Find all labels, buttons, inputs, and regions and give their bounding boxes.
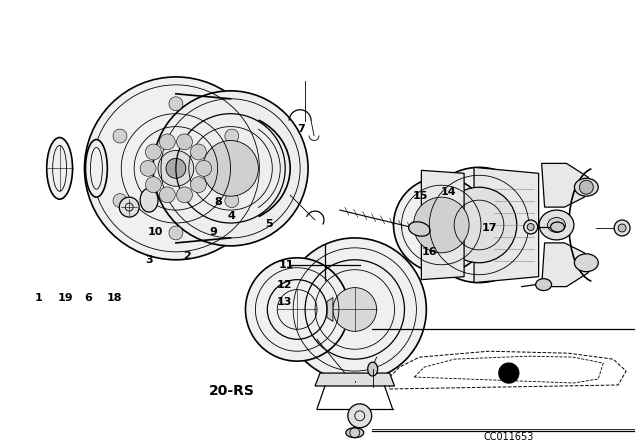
- Circle shape: [441, 187, 516, 263]
- Ellipse shape: [536, 279, 552, 291]
- Polygon shape: [176, 94, 230, 243]
- Text: 17: 17: [481, 223, 497, 233]
- Circle shape: [394, 177, 489, 273]
- Circle shape: [203, 141, 259, 196]
- Circle shape: [246, 258, 349, 361]
- Text: 3: 3: [145, 255, 153, 265]
- Circle shape: [145, 177, 161, 193]
- Ellipse shape: [614, 220, 630, 236]
- Circle shape: [333, 288, 377, 332]
- Polygon shape: [541, 164, 588, 207]
- Text: 6: 6: [84, 293, 92, 302]
- Text: 2: 2: [183, 251, 191, 261]
- Ellipse shape: [140, 188, 158, 212]
- Circle shape: [191, 177, 206, 193]
- Polygon shape: [327, 297, 333, 321]
- Text: 11: 11: [278, 260, 294, 270]
- Text: CC011653: CC011653: [484, 432, 534, 442]
- Ellipse shape: [47, 138, 72, 199]
- Circle shape: [579, 180, 593, 194]
- Circle shape: [169, 226, 183, 240]
- Circle shape: [284, 238, 426, 381]
- Ellipse shape: [550, 222, 564, 232]
- Text: 20-RS: 20-RS: [209, 384, 255, 398]
- Text: 16: 16: [422, 247, 437, 257]
- Text: 10: 10: [147, 227, 163, 237]
- Circle shape: [140, 160, 156, 177]
- Polygon shape: [541, 243, 588, 287]
- Text: 1: 1: [35, 293, 43, 302]
- Ellipse shape: [618, 224, 626, 232]
- Polygon shape: [474, 168, 539, 283]
- Circle shape: [113, 129, 127, 143]
- Ellipse shape: [524, 220, 538, 234]
- Ellipse shape: [86, 139, 108, 197]
- Ellipse shape: [527, 224, 534, 230]
- Circle shape: [159, 134, 175, 150]
- Circle shape: [177, 187, 193, 203]
- Text: 15: 15: [413, 191, 428, 201]
- Ellipse shape: [575, 254, 598, 271]
- Text: 12: 12: [276, 280, 292, 289]
- Text: 5: 5: [266, 219, 273, 229]
- Circle shape: [159, 187, 175, 203]
- Ellipse shape: [368, 362, 378, 376]
- Circle shape: [413, 197, 469, 253]
- Text: 8: 8: [215, 197, 223, 207]
- Ellipse shape: [548, 218, 566, 233]
- Circle shape: [169, 97, 183, 111]
- Circle shape: [225, 129, 239, 143]
- Circle shape: [158, 151, 194, 186]
- Circle shape: [84, 77, 268, 260]
- Circle shape: [119, 197, 139, 217]
- Text: 14: 14: [440, 187, 456, 197]
- Circle shape: [166, 159, 186, 178]
- Circle shape: [499, 363, 519, 383]
- Circle shape: [225, 194, 239, 207]
- Text: 19: 19: [58, 293, 74, 302]
- Text: 4: 4: [228, 211, 236, 221]
- Circle shape: [191, 144, 206, 160]
- Circle shape: [145, 144, 161, 160]
- Polygon shape: [421, 170, 464, 280]
- Ellipse shape: [539, 210, 574, 240]
- Circle shape: [177, 134, 193, 150]
- Text: 18: 18: [106, 293, 122, 302]
- Circle shape: [421, 168, 537, 283]
- Text: 9: 9: [210, 227, 218, 237]
- Ellipse shape: [346, 428, 364, 438]
- Circle shape: [153, 91, 308, 246]
- Circle shape: [196, 160, 212, 177]
- Circle shape: [113, 194, 127, 207]
- Polygon shape: [315, 373, 394, 386]
- Text: 13: 13: [276, 297, 292, 306]
- Ellipse shape: [408, 222, 430, 236]
- Ellipse shape: [575, 178, 598, 196]
- Circle shape: [348, 404, 372, 428]
- Text: 7: 7: [297, 124, 305, 134]
